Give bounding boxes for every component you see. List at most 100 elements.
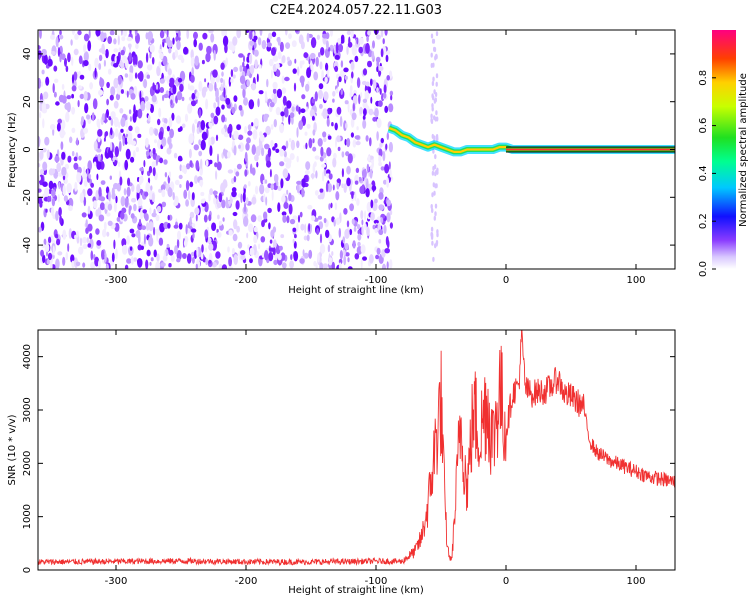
noise-cell xyxy=(129,116,132,122)
noise-cell xyxy=(39,150,44,160)
noise-cell xyxy=(326,169,331,175)
noise-cell xyxy=(264,143,270,150)
noise-cell xyxy=(272,146,276,151)
y-tick-label: 40 xyxy=(22,48,33,61)
noise-cell xyxy=(231,247,235,255)
noise-cell xyxy=(328,234,333,243)
noise-cell xyxy=(176,40,181,51)
noise-cell xyxy=(201,87,207,98)
noise-cell xyxy=(236,163,242,170)
noise-cell xyxy=(44,136,50,146)
noise-cell xyxy=(281,87,287,94)
noise-cell xyxy=(299,258,305,264)
noise-cell xyxy=(81,116,85,123)
noise-cell xyxy=(382,150,386,162)
noise-cell xyxy=(96,148,102,153)
noise-cell xyxy=(302,249,305,257)
noise-cell xyxy=(194,55,199,66)
noise-cell xyxy=(352,240,356,249)
noise-cell xyxy=(52,83,55,94)
noise-cell xyxy=(361,225,364,236)
noise-cell xyxy=(254,59,258,70)
noise-cell xyxy=(173,152,178,159)
noise-cell xyxy=(286,56,290,62)
noise-cell xyxy=(147,64,153,71)
noise-cell xyxy=(277,202,281,213)
noise-cell xyxy=(126,129,129,135)
noise-cell xyxy=(82,243,88,250)
noise-cell xyxy=(153,226,156,236)
noise-cell xyxy=(134,54,138,66)
noise-cell xyxy=(378,155,382,164)
noise-cell xyxy=(125,148,131,160)
noise-cell xyxy=(65,65,69,73)
noise-cell xyxy=(116,85,122,95)
noise-cell xyxy=(38,45,41,50)
noise-cell xyxy=(67,52,71,63)
noise-cell xyxy=(39,111,42,119)
noise-cell xyxy=(107,203,113,211)
noise-cell xyxy=(95,209,99,217)
noise-cell xyxy=(344,138,347,146)
noise-cell xyxy=(373,79,377,90)
noise-cell xyxy=(380,217,384,224)
carrier-band-core xyxy=(506,148,675,151)
noise-cell xyxy=(378,192,384,200)
noise-cell xyxy=(315,56,319,67)
noise-cell xyxy=(362,256,367,261)
noise-cell xyxy=(50,51,56,55)
noise-cell xyxy=(130,156,135,163)
noise-cell xyxy=(162,123,167,129)
noise-cell xyxy=(213,115,219,125)
noise-cell xyxy=(126,186,131,197)
noise-cell xyxy=(306,123,311,129)
noise-cell xyxy=(253,226,258,233)
noise-cell xyxy=(218,263,223,269)
noise-cell xyxy=(223,87,226,98)
noise-cell xyxy=(73,48,79,56)
noise-cell xyxy=(311,215,316,222)
noise-cell xyxy=(358,46,364,54)
noise-cell xyxy=(310,52,316,60)
noise-cell xyxy=(225,203,230,209)
noise-cell xyxy=(351,44,357,56)
noise-cell xyxy=(246,232,249,239)
noise-cell xyxy=(98,186,102,197)
noise-cell xyxy=(168,47,172,54)
noise-cell xyxy=(106,231,110,237)
noise-cell xyxy=(86,114,91,120)
noise-cell xyxy=(95,189,99,201)
noise-cell xyxy=(120,196,126,207)
noise-cell xyxy=(288,192,292,202)
colorbar-tick-label: 0.2 xyxy=(698,213,709,229)
noise-cell xyxy=(383,179,387,185)
noise-cell xyxy=(185,199,190,207)
noise-cell xyxy=(230,78,234,83)
noise-cell xyxy=(389,209,393,216)
noise-cell xyxy=(325,229,330,239)
noise-cell xyxy=(208,82,214,92)
noise-cell xyxy=(200,158,203,170)
y-tick-label: 4000 xyxy=(22,344,33,369)
noise-cell xyxy=(211,261,217,268)
noise-cell xyxy=(200,191,205,197)
noise-cell xyxy=(195,263,198,269)
noise-cell xyxy=(201,131,208,141)
noise-cell xyxy=(160,184,166,191)
noise-cell xyxy=(233,95,238,102)
noise-cell xyxy=(269,239,273,244)
noise-cell xyxy=(153,249,157,258)
noise-cell xyxy=(362,68,368,76)
noise-cell xyxy=(55,210,59,221)
noise-cell xyxy=(208,137,212,148)
noise-cell xyxy=(225,57,228,66)
noise-cell xyxy=(192,232,195,239)
noise-cell xyxy=(323,217,327,224)
noise-cell xyxy=(101,249,105,260)
noise-cell xyxy=(202,32,208,40)
noise-cell xyxy=(315,170,318,179)
colorbar: 0.0 0.2 0.4 0.6 0.8 Normalized spectral ampl… xyxy=(698,30,749,277)
noise-cell xyxy=(435,81,438,87)
noise-cell xyxy=(316,34,320,40)
noise-cell xyxy=(276,180,279,187)
